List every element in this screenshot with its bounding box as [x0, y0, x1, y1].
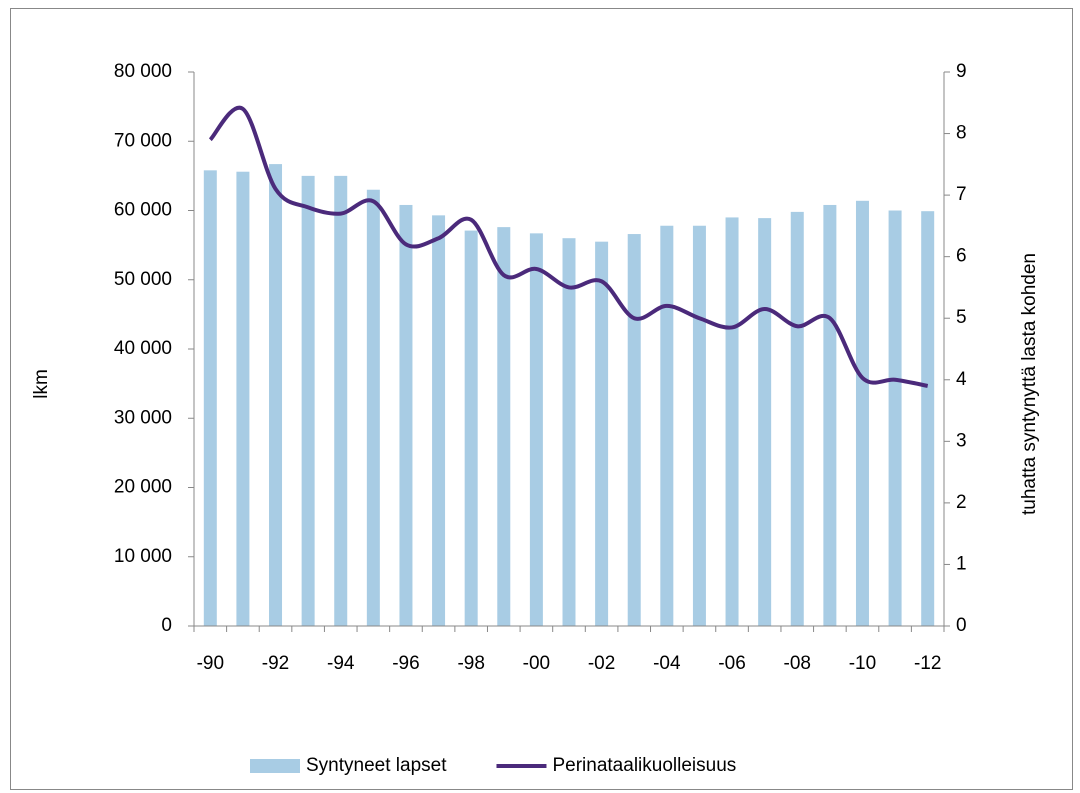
bar — [692, 225, 706, 627]
x-tick-label: -08 — [784, 653, 811, 674]
bar — [888, 210, 902, 626]
bar — [432, 215, 446, 626]
x-tick-label: -94 — [327, 653, 355, 674]
legend-label: Syntyneet lapset — [306, 755, 447, 776]
y2-tick-label: 0 — [956, 615, 967, 636]
y-tick-label: 0 — [161, 615, 172, 636]
x-tick-label: -00 — [523, 653, 550, 674]
x-tick-label: -12 — [914, 653, 941, 674]
x-tick-label: -06 — [718, 653, 745, 674]
bar — [562, 238, 576, 626]
x-tick-label: -96 — [392, 653, 419, 674]
bar — [203, 170, 217, 626]
bar — [595, 241, 609, 626]
x-tick-label: -10 — [849, 653, 876, 674]
y-tick-label: 50 000 — [114, 269, 172, 290]
bar — [334, 175, 348, 626]
y2-tick-label: 4 — [956, 369, 967, 390]
bar — [627, 234, 641, 627]
y2-tick-label: 7 — [956, 184, 967, 205]
legend-swatch — [250, 759, 300, 773]
bar — [660, 225, 674, 627]
y-tick-label: 60 000 — [114, 200, 172, 221]
x-tick-label: -04 — [653, 653, 681, 674]
legend-label: Perinataalikuolleisuus — [552, 755, 736, 776]
bar — [790, 211, 804, 626]
bar — [725, 217, 739, 627]
y2-tick-label: 3 — [956, 430, 967, 451]
y2-tick-label: 2 — [956, 492, 967, 513]
x-tick-label: -92 — [262, 653, 289, 674]
bar — [236, 171, 250, 626]
bar — [758, 218, 772, 626]
y2-tick-label: 8 — [956, 123, 967, 144]
bar — [399, 204, 413, 626]
y2-tick-label: 1 — [956, 553, 967, 574]
bar — [855, 200, 869, 626]
bar — [464, 230, 478, 626]
bar — [529, 233, 543, 627]
y2-tick-label: 6 — [956, 246, 967, 267]
y-tick-label: 80 000 — [114, 61, 172, 82]
y-tick-label: 20 000 — [114, 477, 172, 498]
y-tick-label: 30 000 — [114, 407, 172, 428]
bar — [366, 189, 380, 626]
y-tick-label: 10 000 — [114, 546, 172, 567]
x-tick-label: -98 — [457, 653, 484, 674]
y2-tick-label: 5 — [956, 307, 967, 328]
bar — [301, 175, 315, 626]
y2-axis-label: tuhatta syntynyttä lasta kohden — [1019, 253, 1040, 515]
bar — [497, 227, 511, 626]
bar — [921, 211, 935, 626]
x-tick-label: -02 — [588, 653, 615, 674]
bar — [823, 204, 837, 626]
y2-tick-label: 9 — [956, 61, 967, 82]
x-tick-label: -90 — [197, 653, 224, 674]
line — [208, 105, 929, 388]
bar — [269, 164, 283, 627]
y-tick-label: 70 000 — [114, 130, 172, 151]
y-tick-label: 40 000 — [114, 338, 172, 359]
y-axis-label: lkm — [31, 369, 52, 399]
